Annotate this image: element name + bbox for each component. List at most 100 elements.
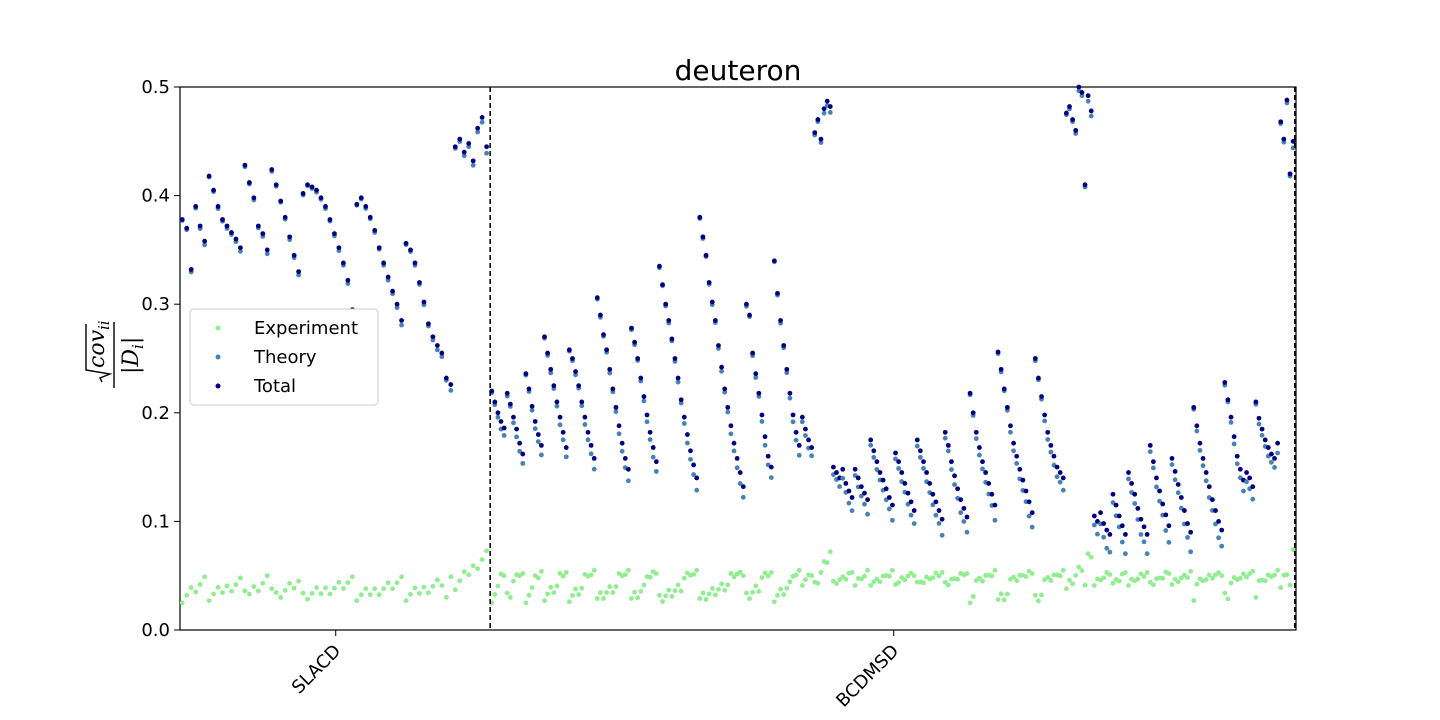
experiment-point — [1116, 578, 1122, 584]
experiment-point — [1045, 574, 1051, 580]
theory-point — [1144, 551, 1150, 557]
total-point — [498, 419, 504, 424]
total-point — [840, 466, 846, 472]
experiment-point — [936, 573, 942, 579]
experiment-point — [716, 586, 721, 592]
total-point — [955, 486, 961, 492]
total-point — [1054, 464, 1060, 470]
total-point — [852, 466, 858, 472]
experiment-point — [1244, 574, 1249, 580]
theory-point — [753, 375, 759, 380]
theory-point — [439, 354, 445, 360]
experiment-point — [345, 580, 351, 586]
theory-point — [1057, 479, 1063, 485]
theory-point — [644, 419, 650, 425]
total-point — [421, 299, 427, 305]
experiment-point — [697, 596, 703, 601]
total-point — [765, 453, 771, 459]
total-point — [973, 429, 979, 435]
total-point — [883, 486, 889, 492]
total-point — [1141, 524, 1147, 530]
total-point — [358, 195, 364, 201]
theory-point — [1107, 549, 1113, 555]
total-point — [417, 280, 422, 285]
experiment-point — [1039, 592, 1044, 598]
total-point — [722, 386, 728, 392]
theory-point — [1228, 419, 1234, 425]
experiment-point — [300, 590, 306, 596]
x-tick-label: BCDMSD — [832, 641, 903, 712]
total-point — [1045, 429, 1051, 435]
experiment-point — [1063, 586, 1069, 592]
total-point — [756, 390, 762, 396]
experiment-point — [238, 575, 243, 581]
experiment-point — [709, 586, 715, 591]
total-point — [905, 490, 911, 496]
theory-point — [1188, 549, 1194, 555]
experiment-point — [542, 598, 547, 604]
total-point — [1129, 480, 1135, 486]
experiment-point — [778, 586, 783, 592]
y-label-numerator: covii — [85, 320, 113, 368]
total-point — [607, 366, 613, 372]
experiment-point — [349, 574, 355, 580]
theory-point — [647, 437, 653, 442]
total-point — [657, 263, 662, 269]
experiment-point — [750, 589, 756, 595]
theory-point — [737, 481, 743, 486]
experiment-point — [1085, 551, 1091, 557]
total-point — [1029, 510, 1035, 516]
sqrt-symbol — [85, 324, 113, 383]
total-point — [893, 450, 898, 456]
experiment-point — [706, 591, 712, 597]
theory-point — [399, 322, 404, 328]
y-axis: 0.0 0.1 0.2 0.3 0.4 0.5 — [141, 77, 180, 641]
theory-point — [607, 370, 613, 376]
experiment-point — [827, 549, 833, 555]
experiment-point — [1107, 572, 1113, 578]
experiment-point — [1290, 547, 1296, 553]
total-point — [619, 440, 625, 446]
theory-point — [914, 443, 920, 449]
experiment-point — [390, 586, 396, 592]
theory-point — [1241, 488, 1246, 494]
total-point — [1194, 423, 1200, 429]
theory-point — [1104, 545, 1110, 551]
total-point — [412, 260, 418, 266]
total-point — [1191, 404, 1197, 410]
total-point — [188, 267, 194, 272]
experiment-point — [1284, 572, 1290, 578]
experiment-point — [787, 579, 793, 585]
experiment-point — [557, 570, 563, 576]
theory-point — [560, 437, 566, 443]
experiment-point — [287, 580, 293, 586]
total-point — [526, 386, 532, 392]
theory-point — [202, 242, 208, 248]
theory-point — [514, 434, 519, 440]
theory-point — [908, 512, 914, 518]
theory-point — [1042, 418, 1048, 424]
total-point — [557, 414, 563, 420]
total-point — [737, 470, 743, 475]
total-point — [1079, 90, 1085, 95]
y-tick-label: 0.3 — [141, 294, 170, 315]
experiment-point — [282, 587, 288, 593]
experiment-point — [579, 585, 585, 591]
experiment-point — [896, 580, 902, 585]
total-point — [616, 423, 622, 429]
experiment-point — [796, 567, 802, 573]
total-point — [1157, 488, 1162, 494]
total-point — [470, 158, 476, 164]
theory-point — [939, 532, 945, 538]
experiment-point — [188, 585, 194, 591]
total-point — [1178, 495, 1184, 500]
theory-point — [980, 466, 985, 472]
theory-point — [616, 431, 622, 437]
theory-point — [691, 472, 697, 477]
theory-point — [563, 454, 569, 460]
theory-point — [893, 456, 898, 462]
total-point — [1219, 527, 1225, 533]
total-point — [542, 334, 547, 340]
experiment-point — [666, 587, 672, 593]
